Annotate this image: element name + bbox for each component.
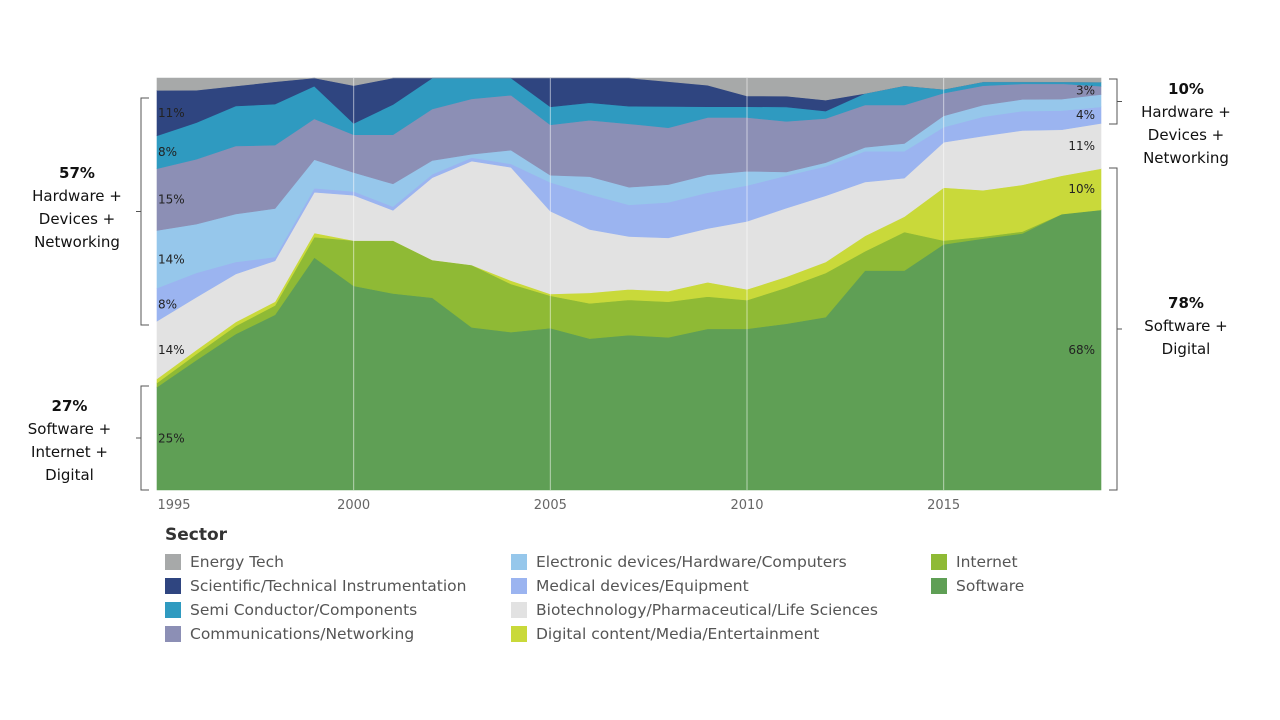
legend-label: Digital content/Media/Entertainment xyxy=(536,624,820,643)
legend-item: Communications/Networking xyxy=(165,623,511,644)
legend-label: Semi Conductor/Components xyxy=(190,600,418,619)
data-label-right: 11% xyxy=(1068,139,1095,153)
right-top-description: Hardware + Devices + Networking xyxy=(1141,103,1231,167)
right-bottom-description: Software + Digital xyxy=(1144,317,1228,358)
legend-item: Semi Conductor/Components xyxy=(165,599,511,620)
legend-item: Biotechnology/Pharmaceutical/Life Scienc… xyxy=(511,599,931,620)
left-bottom-description: Software + Internet + Digital xyxy=(27,420,112,484)
vertical-gridlines xyxy=(353,78,945,490)
right-bottom-annotation: 78% Software + Digital xyxy=(1132,292,1240,361)
legend-label: Software xyxy=(956,576,1025,595)
data-label-left: 8% xyxy=(158,298,177,312)
left-bottom-percent: 27% xyxy=(51,397,88,415)
right-top-annotation: 10% Hardware + Devices + Networking xyxy=(1132,78,1240,170)
data-label-left: 25% xyxy=(158,432,185,446)
legend-swatch xyxy=(165,625,181,642)
legend-swatch xyxy=(931,553,947,570)
left-bottom-annotation: 27% Software + Internet + Digital xyxy=(22,395,117,487)
left-top-annotation: 57% Hardware + Devices + Networking xyxy=(22,162,132,254)
legend-title: Sector xyxy=(165,525,228,545)
legend-label: Electronic devices/Hardware/Computers xyxy=(536,552,847,571)
legend-item: Digital content/Media/Entertainment xyxy=(511,623,931,644)
data-label-right: 4% xyxy=(1076,108,1095,122)
legend-empty-cell xyxy=(931,623,1151,644)
left-top-description: Hardware + Devices + Networking xyxy=(32,187,122,251)
legend-label: Biotechnology/Pharmaceutical/Life Scienc… xyxy=(536,600,878,619)
x-tick-1995: 1995 xyxy=(157,498,190,513)
area-series-group xyxy=(156,77,1102,491)
legend-swatch xyxy=(165,553,181,570)
data-label-right: 68% xyxy=(1068,343,1095,357)
area-energy-tech xyxy=(156,77,1102,101)
legend-swatch xyxy=(165,577,181,594)
data-label-left: 14% xyxy=(158,343,185,357)
data-label-left: 8% xyxy=(158,145,177,159)
data-label-left: 11% xyxy=(158,106,185,120)
x-tick-2010: 2010 xyxy=(730,498,763,513)
legend-grid: Energy Tech Electronic devices/Hardware/C… xyxy=(165,551,1165,644)
legend-item: Internet xyxy=(931,551,1151,572)
bracket-left-software xyxy=(136,385,149,491)
legend-label: Medical devices/Equipment xyxy=(536,576,749,595)
data-label-left: 14% xyxy=(158,252,185,266)
x-tick-2005: 2005 xyxy=(534,498,567,513)
legend-item: Medical devices/Equipment xyxy=(511,575,931,596)
bracket-left-hardware xyxy=(136,97,149,326)
left-top-percent: 57% xyxy=(59,164,95,182)
legend-label: Scientific/Technical Instrumentation xyxy=(190,576,467,595)
data-label-right: 3% xyxy=(1076,83,1095,97)
x-axis-ticks: 1995 2000 2005 2010 2015 xyxy=(157,498,960,513)
legend-swatch xyxy=(511,601,527,618)
right-top-percent: 10% xyxy=(1168,80,1204,98)
legend-label: Communications/Networking xyxy=(190,624,415,643)
data-label-right: 10% xyxy=(1068,182,1095,196)
side-brackets xyxy=(136,78,1122,491)
legend-label: Energy Tech xyxy=(190,552,284,571)
legend-item: Scientific/Technical Instrumentation xyxy=(165,575,511,596)
data-label-left: 15% xyxy=(158,193,185,207)
legend-swatch xyxy=(165,601,181,618)
legend-swatch xyxy=(511,625,527,642)
legend-swatch xyxy=(931,577,947,594)
legend-empty-cell xyxy=(931,599,1151,620)
legend-label: Internet xyxy=(956,552,1018,571)
legend-swatch xyxy=(511,577,527,594)
legend-swatch xyxy=(511,553,527,570)
x-tick-2015: 2015 xyxy=(927,498,960,513)
x-tick-2000: 2000 xyxy=(337,498,370,513)
legend-item: Energy Tech xyxy=(165,551,511,572)
legend-item: Software xyxy=(931,575,1151,596)
bracket-right-hardware xyxy=(1109,78,1122,125)
legend-item: Electronic devices/Hardware/Computers xyxy=(511,551,931,572)
right-bottom-percent: 78% xyxy=(1168,294,1204,312)
legend: Sector Energy Tech Electronic devices/Har… xyxy=(165,525,1165,644)
data-labels: 11% 8% 15% 14% 8% 14% 25% 3% 4% 11% 10% 68% xyxy=(158,83,1095,445)
bracket-right-software xyxy=(1109,167,1122,491)
